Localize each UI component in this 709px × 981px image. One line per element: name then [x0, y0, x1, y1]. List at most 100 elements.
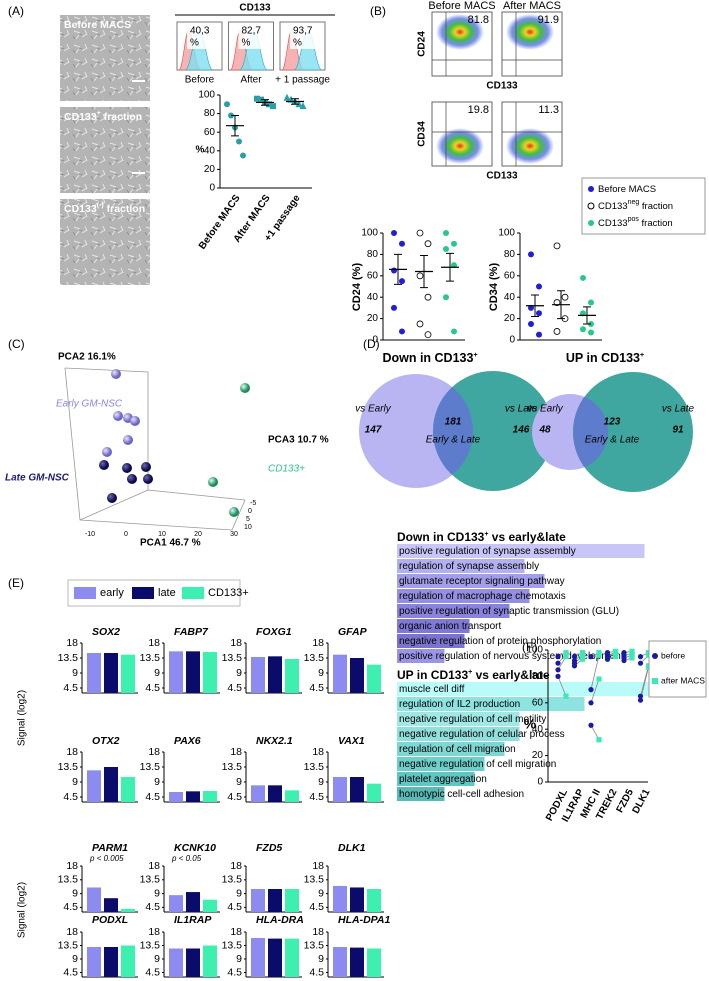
- legend-swatch: [182, 587, 204, 599]
- gene-name: FABP7: [174, 626, 209, 638]
- gene-name: FOXG1: [256, 626, 292, 638]
- bar: [169, 895, 183, 912]
- bar: [104, 947, 118, 977]
- y-tick-label: 18: [66, 746, 78, 758]
- pair-line: [590, 678, 600, 703]
- label-part: CD133: [598, 201, 628, 212]
- data-point: [270, 103, 276, 110]
- data-point: [236, 138, 242, 145]
- superscript: +: [484, 531, 488, 538]
- bar: [121, 908, 135, 912]
- bar: [169, 792, 183, 802]
- data-point: [416, 320, 424, 328]
- y-tick-label: 4.5: [145, 966, 160, 978]
- hist-value: 40,3: [190, 26, 210, 37]
- y-tick-label: 13.5: [222, 652, 243, 664]
- y-tick-label: 40: [204, 145, 216, 156]
- go-bar: [397, 574, 545, 588]
- label-part: fraction: [639, 218, 673, 229]
- panel-label: (C): [8, 337, 25, 351]
- venn-circle: [573, 372, 693, 492]
- p-value: p < 0.005: [89, 854, 124, 863]
- go-term: regulation of IL2 production: [399, 699, 520, 710]
- gene-name: PAX6: [174, 735, 201, 747]
- y-tick-label: 18: [230, 637, 242, 649]
- go-bar: [397, 634, 465, 648]
- flow-cloud: [436, 14, 484, 50]
- y-tick-label: 9: [72, 667, 78, 679]
- data-point: [266, 101, 272, 108]
- flow-ylabel: CD24: [417, 31, 428, 57]
- z-tick-label: 5: [246, 516, 250, 523]
- data-point: [596, 676, 602, 682]
- axis-label: PCA1 46.7 %: [140, 538, 201, 549]
- bar: [104, 898, 118, 912]
- y-tick-label: 18: [66, 637, 78, 649]
- go-bar: [397, 787, 445, 801]
- data-point: [443, 294, 449, 301]
- go-term: regulation of cell migration: [399, 744, 516, 755]
- bar: [350, 887, 364, 912]
- group-label: Early GM-NSC: [56, 399, 123, 410]
- venn-count: 146: [513, 425, 530, 436]
- error-bar: [231, 114, 239, 137]
- data-point: [528, 320, 534, 327]
- data-point: [391, 230, 397, 236]
- y-axis-label: Signal (log2): [17, 882, 28, 938]
- bar: [350, 658, 364, 693]
- bar: [169, 948, 183, 977]
- data-point: [571, 654, 578, 660]
- data-point: [588, 299, 594, 306]
- y-axis-label: Signal (log2): [17, 690, 28, 746]
- y-tick-label: 4.5: [227, 791, 242, 803]
- y-tick-label: 20: [532, 750, 544, 761]
- data-point: [561, 293, 569, 301]
- y-tick-label: 100: [526, 645, 543, 656]
- error-bar: [261, 99, 269, 106]
- z-tick-label: 0: [248, 508, 252, 515]
- hist-caption: Before: [185, 75, 215, 86]
- label-part: UP in CD133: [397, 668, 468, 682]
- data-point: [553, 328, 561, 335]
- legend-label: after MACS: [661, 675, 705, 685]
- value-bg: [238, 25, 272, 49]
- legend-marker: [587, 202, 595, 210]
- data-point: [399, 240, 405, 247]
- data-point: [451, 328, 457, 335]
- superscript: +: [473, 352, 477, 359]
- value-bg: [290, 25, 323, 49]
- flow-value: 81.8: [468, 14, 489, 26]
- go-term: glutamate receptor signaling pathway: [399, 576, 565, 587]
- rich-label: UP in CD133+: [566, 351, 644, 365]
- bar: [367, 664, 381, 693]
- column-title: Before MACS: [428, 0, 495, 12]
- legend-label: before: [661, 650, 685, 660]
- y-tick-label: 100: [361, 228, 378, 239]
- y-tick-label: 60: [367, 270, 379, 281]
- rich-label: CD133(-) fraction: [64, 202, 145, 214]
- gene-name: KCNK10: [174, 842, 216, 854]
- y-tick-label: 13.5: [140, 761, 161, 773]
- venn-label: vs Early: [355, 404, 392, 415]
- error-bar: [583, 306, 591, 325]
- pca-sphere: [107, 493, 117, 503]
- bar: [87, 770, 101, 802]
- label-part: CD133: [64, 203, 97, 215]
- value-bg: [187, 25, 220, 49]
- bar: [268, 889, 282, 912]
- pca-sphere: [143, 474, 153, 484]
- panel-label: (A): [8, 4, 24, 18]
- panel-label: (F): [522, 640, 537, 654]
- data-point: [596, 652, 602, 658]
- data-point: [629, 652, 635, 658]
- group-label: Late GM-NSC: [5, 473, 70, 484]
- z-tick-label: -5: [250, 500, 256, 507]
- legend-label: late: [158, 587, 176, 599]
- bar: [87, 887, 101, 912]
- label-part: vs early&late: [488, 530, 566, 544]
- bar: [104, 653, 118, 693]
- panel-label: (E): [8, 576, 24, 590]
- go-bar: [397, 559, 525, 573]
- bar: [333, 947, 347, 977]
- bar: [350, 777, 364, 802]
